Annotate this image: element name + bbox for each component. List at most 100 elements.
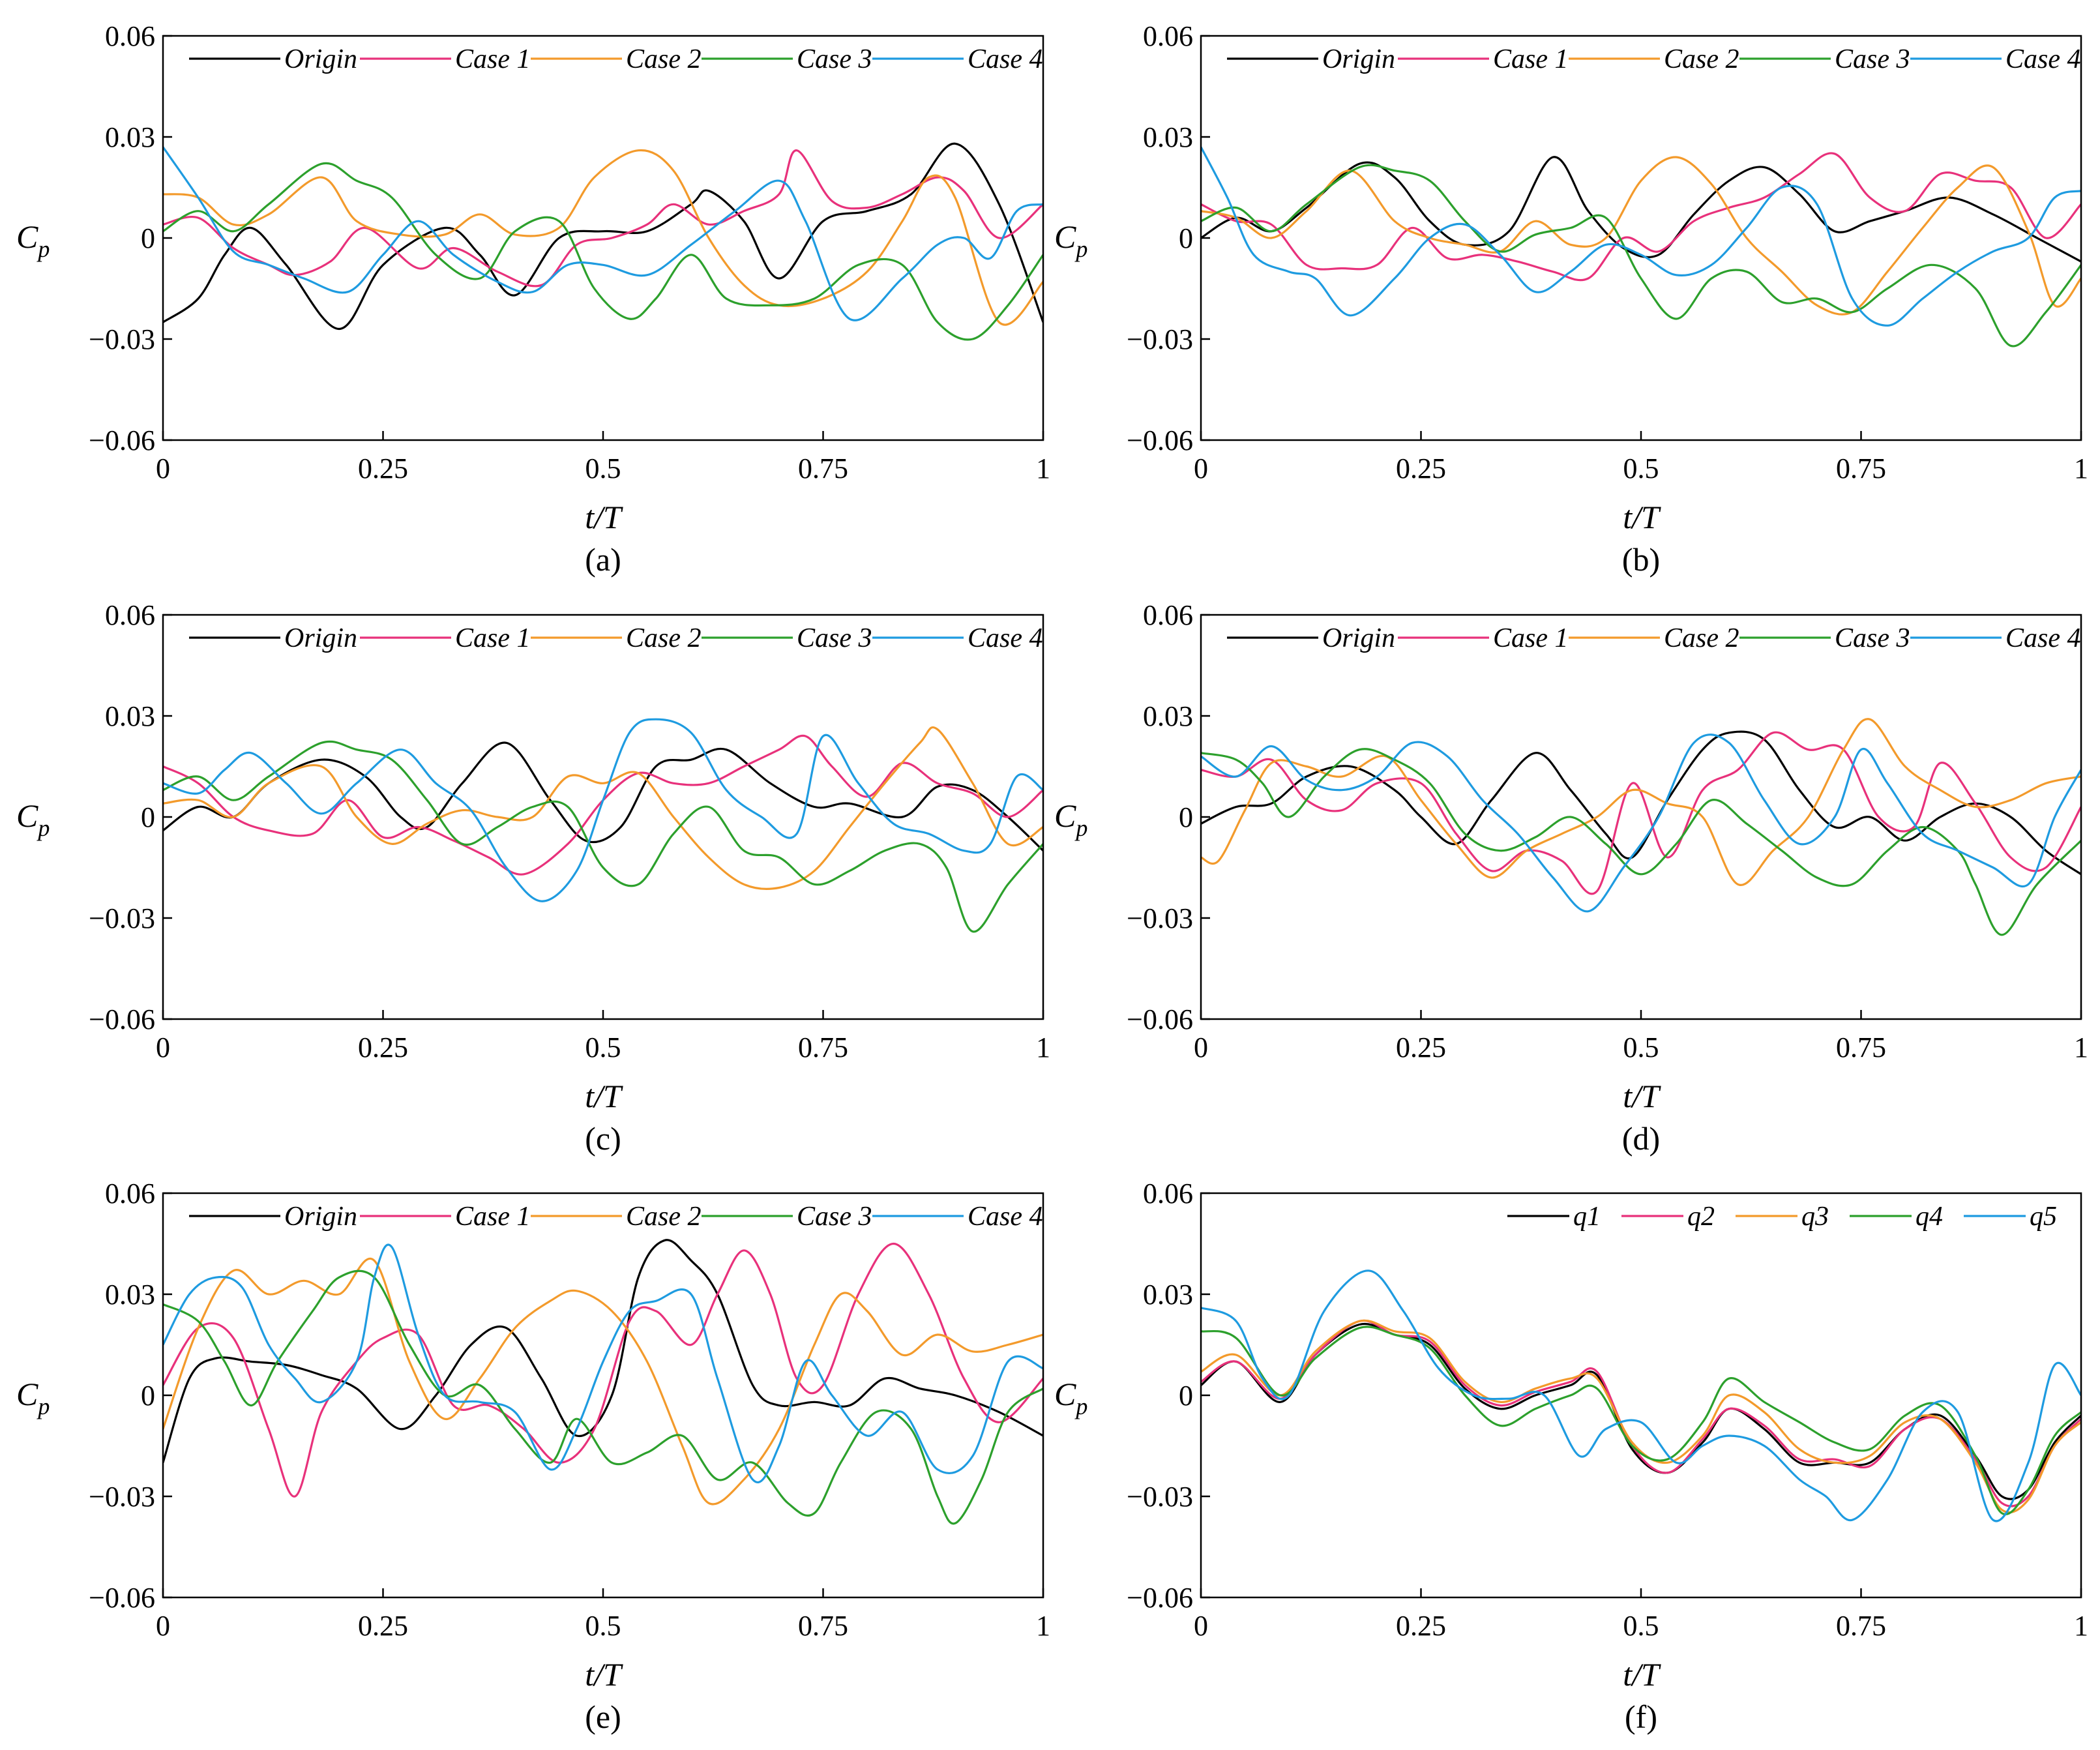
y-tick-label: 0 (141, 222, 155, 254)
y-tick-label: −0.03 (1127, 323, 1193, 355)
series-line-case-3 (163, 740, 1043, 933)
series-line-case-4 (163, 146, 1043, 321)
series-line-case-1 (1201, 152, 2081, 282)
subplot-a: −0.06 −0.03 0 0.03 0.06 0 0.25 0.5 0.75 1 t/T Cp (a)… (16, 20, 1050, 578)
x-tick-label: 0.5 (585, 1610, 621, 1642)
y-axis-title: Cp (16, 1376, 50, 1419)
y-axis-title: Cp (1054, 1376, 1087, 1419)
x-axis-title: t/T (1623, 1078, 1661, 1114)
series-line-case-2 (163, 149, 1043, 326)
legend-label: Origin (284, 1202, 357, 1232)
x-tick-label: 0 (1194, 1031, 1208, 1063)
subplot-caption: (a) (585, 541, 621, 578)
x-tick-label: 0.75 (798, 1031, 848, 1063)
series-line-case-1 (163, 1242, 1043, 1498)
legend-label: Case 1 (455, 1202, 531, 1232)
legend-label: Case 1 (455, 623, 531, 653)
series-line-case-2 (1201, 156, 2081, 316)
x-tick-label: 0 (156, 1031, 170, 1063)
x-tick-label: 0.5 (585, 452, 621, 484)
legend-label: Case 3 (797, 623, 872, 653)
x-tick-label: 0.25 (1396, 452, 1446, 484)
x-tick-label: 0.75 (798, 452, 848, 484)
plot-frame (162, 35, 1044, 441)
legend-label: Case 2 (1664, 623, 1739, 653)
x-tick-label: 0.75 (798, 1610, 848, 1642)
plot-frame (1200, 1192, 2082, 1599)
legend-label: Case 3 (797, 44, 872, 74)
legend-label: Case 4 (2005, 44, 2081, 74)
legend-label: Case 2 (626, 623, 702, 653)
x-axis-title: t/T (1623, 499, 1661, 535)
y-tick-label: 0.06 (105, 599, 155, 631)
legend-label: Case 4 (2005, 623, 2081, 653)
series-line-origin (163, 741, 1043, 852)
y-tick-label: −0.06 (89, 1582, 155, 1614)
subplot-caption: (b) (1622, 541, 1660, 578)
y-tick-label: 0.03 (105, 121, 155, 153)
y-tick-label: −0.03 (89, 902, 155, 934)
plot-frame (1200, 614, 2082, 1020)
series-line-origin (163, 142, 1043, 331)
subplot-caption: (d) (1622, 1120, 1660, 1157)
y-tick-label: 0 (141, 1380, 155, 1412)
series-line-case-3 (163, 162, 1043, 341)
y-tick-label: 0.03 (1143, 121, 1193, 153)
x-tick-label: 0.5 (585, 1031, 621, 1063)
x-tick-label: 0.25 (358, 452, 408, 484)
legend: Origin Case 1 Case 2 Case 3 Case 4 (189, 44, 1043, 74)
series-line-case-2 (163, 1257, 1043, 1505)
subplot-c: −0.06 −0.03 0 0.03 0.06 0 0.25 0.5 0.75 1 t/T Cp (c)… (16, 599, 1050, 1157)
x-tick-label: 0 (1194, 1610, 1208, 1642)
y-axis-title: Cp (1054, 797, 1087, 841)
x-axis-title: t/T (585, 1078, 623, 1114)
y-tick-label: 0.03 (1143, 1279, 1193, 1311)
series-line-case-4 (1201, 146, 2081, 327)
legend: q1 q2 q3 q4 q5 (1507, 1202, 2057, 1232)
legend-label: Case 2 (626, 1202, 702, 1232)
y-tick-label: −0.03 (89, 323, 155, 355)
legend-label: Case 1 (1493, 623, 1569, 653)
y-tick-label: 0.03 (105, 700, 155, 732)
x-tick-label: 0.25 (1396, 1031, 1446, 1063)
legend-label: Case 1 (1493, 44, 1569, 74)
y-tick-label: −0.06 (1127, 1003, 1193, 1035)
y-axis-title: Cp (16, 797, 50, 841)
y-tick-label: 0 (1179, 801, 1193, 833)
y-tick-label: 0.06 (105, 20, 155, 52)
x-tick-label: 0.5 (1623, 1610, 1659, 1642)
x-tick-label: 0.75 (1836, 1031, 1886, 1063)
y-tick-label: −0.03 (1127, 1481, 1193, 1513)
legend-label: q1 (1573, 1202, 1601, 1232)
series-line-case-4 (163, 1243, 1043, 1483)
series-line-origin (163, 1239, 1043, 1463)
x-tick-label: 0.5 (1623, 452, 1659, 484)
x-axis-title: t/T (585, 499, 623, 535)
legend-label: q4 (1915, 1202, 1943, 1232)
series-line-case-2 (1201, 718, 2081, 886)
legend-label: Case 2 (626, 44, 702, 74)
series-line-case-1 (163, 734, 1043, 876)
series-line-case-3 (163, 1269, 1043, 1525)
y-tick-label: −0.06 (89, 424, 155, 456)
series-line-case-1 (1201, 731, 2081, 895)
legend-label: q3 (1801, 1202, 1829, 1232)
legend-label: Origin (284, 44, 357, 74)
x-tick-label: 0 (1194, 452, 1208, 484)
subplot-b: −0.06 −0.03 0 0.03 0.06 0 0.25 0.5 0.75 1 t/T Cp (b)… (1054, 20, 2088, 578)
x-tick-label: 0.25 (1396, 1610, 1446, 1642)
x-tick-label: 0.75 (1836, 452, 1886, 484)
y-tick-label: −0.03 (1127, 902, 1193, 934)
series-line-origin (1201, 730, 2081, 876)
x-tick-label: 0.25 (358, 1031, 408, 1063)
y-axis-title: Cp (16, 218, 50, 262)
legend-label: Origin (284, 623, 357, 653)
series-line-q5 (1201, 1269, 2081, 1522)
legend-label: Case 4 (968, 44, 1043, 74)
y-tick-label: 0.03 (105, 1279, 155, 1311)
series-line-q1 (1201, 1322, 2081, 1500)
x-tick-label: 0.25 (358, 1610, 408, 1642)
x-tick-label: 0.75 (1836, 1610, 1886, 1642)
y-tick-label: −0.06 (89, 1003, 155, 1035)
